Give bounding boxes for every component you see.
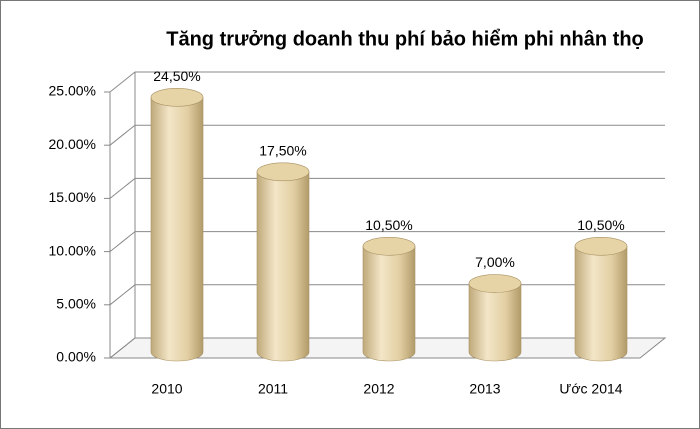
grid-line [109, 177, 665, 199]
value-label: 10,50% [577, 217, 624, 233]
x-tick-label: 2010 [151, 381, 182, 397]
x-tick-label: Ước 2014 [559, 381, 622, 397]
cylinder-top [362, 236, 416, 256]
x-tick-label: 2012 [363, 381, 394, 397]
value-label: 10,50% [365, 217, 412, 233]
grid-line [109, 231, 665, 252]
cylinder-body [150, 97, 204, 362]
value-label: 17,50% [259, 143, 306, 159]
cylinder-body [468, 283, 522, 362]
y-tick-label: 15.00% [49, 189, 96, 205]
chart-title: Tăng trưởng doanh thu phí bảo hiểm phi n… [166, 28, 644, 50]
y-tick-label: 5.00% [56, 296, 96, 312]
y-tick-label: 20.00% [49, 136, 96, 152]
cylinder-body [574, 245, 628, 362]
cylinder-body [256, 171, 310, 362]
cylinder-top [574, 236, 628, 256]
y-tick-label: 10.00% [49, 242, 96, 258]
value-label: 24,50% [153, 68, 200, 84]
cylinder-top [468, 274, 522, 293]
grid-line [109, 124, 665, 146]
y-tick-label: 0.00% [56, 349, 96, 365]
cylinder-top [150, 88, 204, 107]
cylinder-top [256, 162, 310, 182]
cylinder-body [362, 245, 416, 362]
x-tick-label: 2013 [469, 381, 500, 397]
y-tick-label: 25.00% [49, 83, 96, 99]
value-label: 7,00% [475, 254, 515, 270]
x-tick-label: 2011 [258, 381, 288, 397]
grid-line [109, 71, 665, 93]
